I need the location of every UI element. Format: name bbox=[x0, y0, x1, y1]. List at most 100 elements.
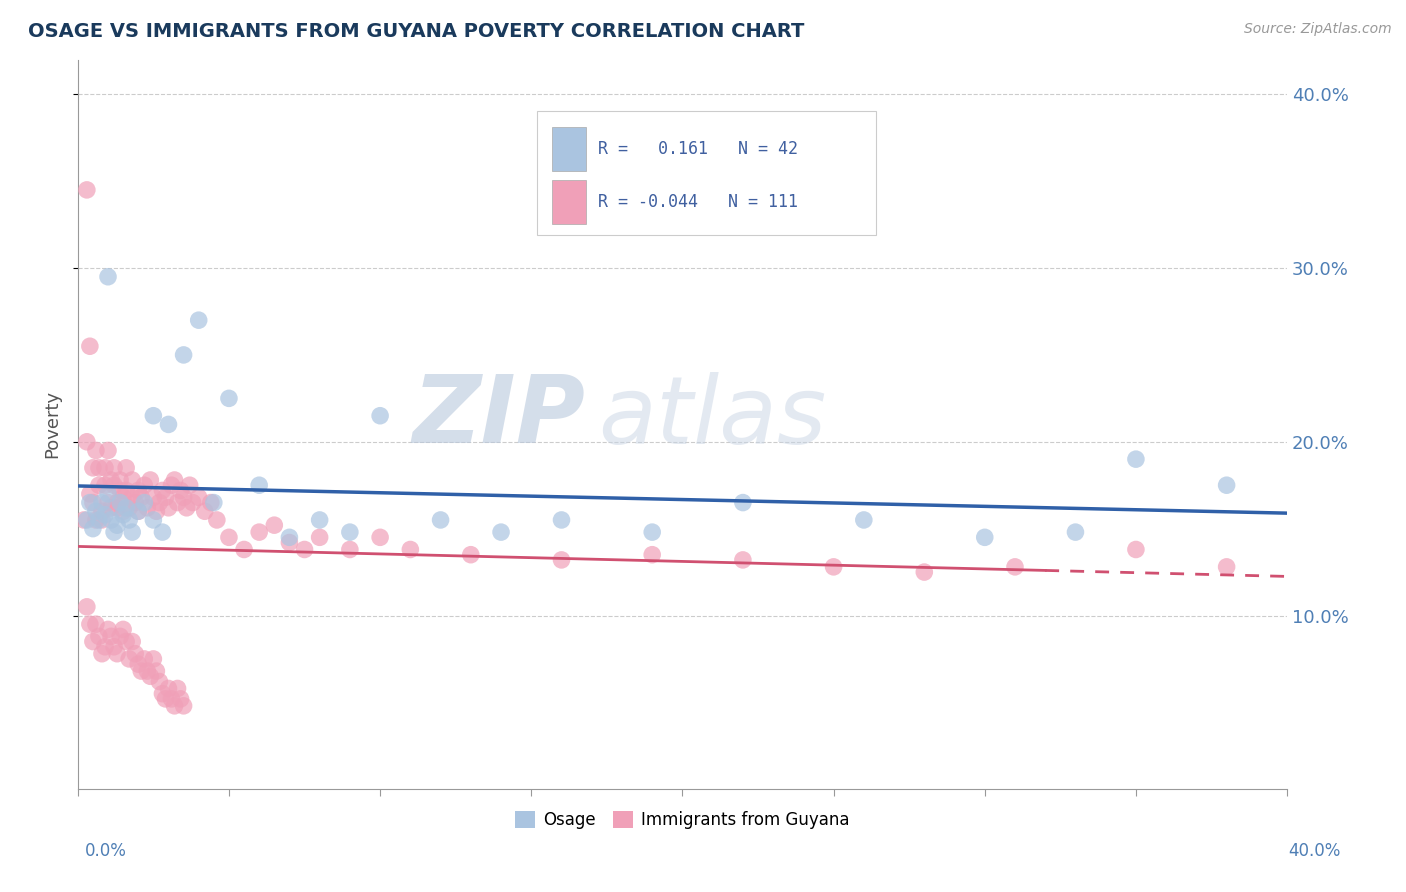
Point bbox=[294, 542, 316, 557]
Point bbox=[145, 664, 167, 678]
Point bbox=[173, 698, 195, 713]
Point bbox=[134, 495, 156, 509]
Point bbox=[103, 460, 125, 475]
Point bbox=[97, 623, 120, 637]
Point bbox=[129, 491, 152, 505]
Point bbox=[166, 681, 188, 696]
Point bbox=[368, 530, 391, 544]
Point bbox=[97, 269, 120, 284]
Point bbox=[152, 483, 174, 498]
Point bbox=[100, 500, 122, 515]
Point bbox=[87, 460, 110, 475]
Point bbox=[218, 530, 240, 544]
Point bbox=[176, 500, 198, 515]
Point bbox=[550, 553, 572, 567]
Point bbox=[105, 647, 128, 661]
Point bbox=[115, 500, 138, 515]
Point bbox=[263, 518, 285, 533]
Point bbox=[169, 692, 191, 706]
Point bbox=[79, 487, 101, 501]
Point bbox=[278, 530, 301, 544]
Point bbox=[852, 513, 875, 527]
Point bbox=[73, 513, 96, 527]
Point bbox=[247, 525, 270, 540]
Point bbox=[173, 348, 195, 362]
Point bbox=[84, 513, 107, 527]
Point bbox=[94, 640, 117, 654]
Point bbox=[399, 542, 422, 557]
Point bbox=[121, 473, 143, 487]
Point bbox=[108, 495, 131, 509]
Point bbox=[121, 491, 143, 505]
Point bbox=[169, 483, 191, 498]
Point bbox=[76, 599, 98, 614]
Point bbox=[1125, 452, 1147, 467]
Point bbox=[134, 652, 156, 666]
Point bbox=[247, 478, 270, 492]
Point bbox=[823, 559, 845, 574]
Point bbox=[160, 692, 183, 706]
Point bbox=[166, 495, 188, 509]
Point bbox=[97, 443, 120, 458]
Point bbox=[134, 478, 156, 492]
Point bbox=[87, 478, 110, 492]
Point bbox=[121, 634, 143, 648]
Text: R =   0.161   N = 42: R = 0.161 N = 42 bbox=[598, 140, 797, 158]
Point bbox=[368, 409, 391, 423]
Point bbox=[145, 504, 167, 518]
Point bbox=[152, 687, 174, 701]
Point bbox=[112, 508, 135, 522]
Point bbox=[489, 525, 512, 540]
Point bbox=[179, 478, 201, 492]
Point bbox=[100, 629, 122, 643]
Point bbox=[115, 483, 138, 498]
Point bbox=[118, 500, 141, 515]
Point bbox=[94, 478, 117, 492]
Point bbox=[105, 495, 128, 509]
Point bbox=[308, 530, 330, 544]
Point bbox=[97, 487, 120, 501]
Point bbox=[641, 548, 664, 562]
Point bbox=[100, 513, 122, 527]
Point bbox=[308, 513, 330, 527]
Point bbox=[157, 417, 180, 432]
Point bbox=[194, 504, 217, 518]
Point bbox=[731, 495, 754, 509]
Point bbox=[142, 409, 165, 423]
Point bbox=[103, 640, 125, 654]
Point bbox=[127, 504, 149, 518]
Point bbox=[112, 491, 135, 505]
Point bbox=[641, 525, 664, 540]
Text: 0.0%: 0.0% bbox=[84, 842, 127, 860]
Point bbox=[100, 473, 122, 487]
Point bbox=[108, 483, 131, 498]
Point bbox=[160, 478, 183, 492]
Text: atlas: atlas bbox=[598, 372, 827, 463]
Point bbox=[87, 513, 110, 527]
Point bbox=[79, 495, 101, 509]
Point bbox=[218, 392, 240, 406]
Point bbox=[87, 629, 110, 643]
Point bbox=[103, 525, 125, 540]
Point bbox=[163, 698, 186, 713]
Point bbox=[148, 674, 170, 689]
Point bbox=[79, 617, 101, 632]
Point bbox=[136, 500, 159, 515]
Point bbox=[278, 535, 301, 549]
Point bbox=[202, 495, 225, 509]
Point bbox=[121, 525, 143, 540]
Point bbox=[157, 500, 180, 515]
Point bbox=[1125, 542, 1147, 557]
Text: R = -0.044   N = 111: R = -0.044 N = 111 bbox=[598, 193, 797, 211]
Point bbox=[82, 522, 104, 536]
Point bbox=[94, 508, 117, 522]
Point bbox=[1215, 478, 1237, 492]
Point bbox=[112, 504, 135, 518]
Text: 40.0%: 40.0% bbox=[1288, 842, 1341, 860]
Point bbox=[429, 513, 451, 527]
Point bbox=[118, 652, 141, 666]
Point bbox=[155, 692, 177, 706]
Point bbox=[84, 443, 107, 458]
Text: OSAGE VS IMMIGRANTS FROM GUYANA POVERTY CORRELATION CHART: OSAGE VS IMMIGRANTS FROM GUYANA POVERTY … bbox=[28, 22, 804, 41]
FancyBboxPatch shape bbox=[551, 180, 586, 224]
